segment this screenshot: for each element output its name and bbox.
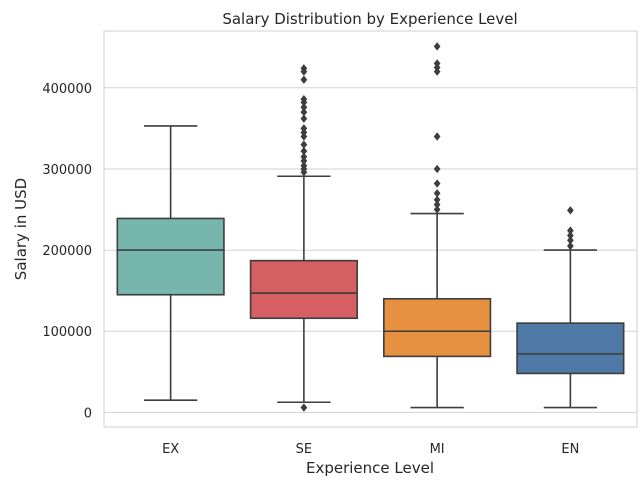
- iqr-box: [516, 322, 625, 375]
- x-tick-label: EX: [162, 442, 179, 457]
- outlier-point: [433, 59, 441, 68]
- outlier-point: [433, 179, 441, 188]
- box-se: [249, 64, 358, 412]
- y-tick-label: 200000: [42, 244, 92, 259]
- y-tick-label: 300000: [42, 163, 92, 178]
- iqr-box: [383, 297, 492, 358]
- y-tick-label: 100000: [42, 325, 92, 340]
- iqr-box: [116, 217, 225, 296]
- outlier-point: [300, 107, 308, 117]
- x-axis-title: Experience Level: [306, 459, 434, 477]
- outlier-point: [300, 152, 308, 161]
- outlier-point: [300, 75, 308, 84]
- outlier-point: [567, 206, 574, 215]
- x-axis-ticks: EX SE MI EN: [162, 442, 579, 457]
- y-tick-label: 400000: [42, 82, 92, 97]
- outlier-point: [433, 132, 441, 141]
- outlier-point: [567, 241, 574, 251]
- outlier-point: [300, 94, 308, 104]
- outlier-point: [433, 189, 441, 198]
- outlier-point: [567, 226, 574, 235]
- box-en: [516, 206, 625, 409]
- outlier-point: [567, 231, 574, 240]
- outlier-point: [433, 42, 441, 51]
- outlier-point: [300, 140, 308, 149]
- outlier-point: [433, 205, 441, 214]
- outlier-point: [300, 114, 308, 123]
- outlier-point: [433, 195, 441, 204]
- outlier-point: [300, 64, 308, 73]
- x-tick-label: MI: [430, 442, 445, 457]
- outlier-point: [300, 103, 308, 112]
- y-axis-ticks: 0 100000 200000 300000 400000: [42, 82, 92, 422]
- box-series: [116, 42, 625, 412]
- outlier-point: [300, 161, 308, 170]
- y-tick-label: 0: [84, 406, 92, 421]
- iqr-box: [249, 259, 358, 320]
- outlier-point: [300, 146, 308, 156]
- outlier-point: [433, 200, 441, 209]
- x-tick-label: SE: [296, 442, 312, 457]
- box-mi: [383, 42, 492, 409]
- box-ex: [116, 125, 225, 402]
- outlier-point: [300, 124, 308, 133]
- y-axis-title: Salary in USD: [12, 178, 30, 280]
- outlier-point: [567, 236, 574, 245]
- x-tick-label: EN: [561, 442, 579, 457]
- outlier-point: [300, 403, 308, 412]
- outlier-point: [433, 164, 441, 174]
- chart-title: Salary Distribution by Experience Level: [222, 10, 517, 28]
